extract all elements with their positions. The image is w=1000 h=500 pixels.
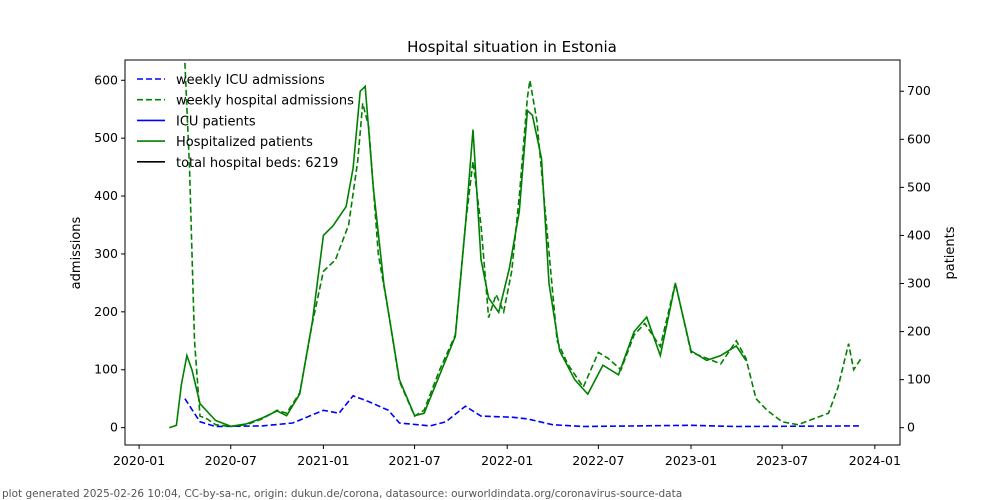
y-tick-label-left: 0 [110,420,118,435]
series-line-weekly-icu-admissions [184,394,860,428]
y-axis-label-right: patients [943,226,958,279]
x-tick-label: 2020-01 [113,453,165,468]
y-tick-label-right: 600 [907,131,931,146]
x-tick-label: 2020-07 [205,453,257,468]
legend: weekly ICU admissions weekly hospital adm… [137,73,354,171]
footer-note: plot generated 2025-02-26 10:04, CC-by-s… [2,488,682,500]
y-tick-label-right: 500 [907,179,931,194]
x-tick-label: 2022-01 [481,453,533,468]
y-tick-label-left: 500 [94,130,118,145]
legend-label: Hospitalized patients [176,135,313,150]
y-tick-label-right: 200 [907,324,931,339]
x-tick-label: 2024-01 [849,453,901,468]
legend-label: weekly ICU admissions [176,73,325,88]
y-tick-label-left: 400 [94,188,118,203]
series-line-weekly-hospital-admissions [184,62,862,428]
y-tick-label-right: 300 [907,276,931,291]
y-tick-label-right: 700 [907,83,931,98]
chart-title: Hospital situation in Estonia [407,38,617,56]
y-tick-label-left: 600 [94,72,118,87]
y-tick-label-right: 100 [907,372,931,387]
y-tick-label-right: 0 [907,420,915,435]
y-tick-label-left: 300 [94,246,118,261]
y-tick-label-right: 400 [907,227,931,242]
plot-frame [124,59,901,446]
legend-label: weekly hospital admissions [176,94,354,109]
y-tick-label-left: 100 [94,362,118,377]
y-tick-label-left: 200 [94,304,118,319]
legend-label: total hospital beds: 6219 [176,156,338,171]
x-tick-label: 2023-07 [756,453,808,468]
x-tick-label: 2023-01 [665,453,717,468]
x-tick-label: 2022-07 [572,453,624,468]
x-tick-label: 2021-07 [388,453,440,468]
y-axis-label-left: admissions [69,216,84,289]
series-line-hospitalized-patients [169,84,747,429]
x-tick-label: 2021-01 [297,453,349,468]
legend-label: ICU patients [176,114,256,129]
